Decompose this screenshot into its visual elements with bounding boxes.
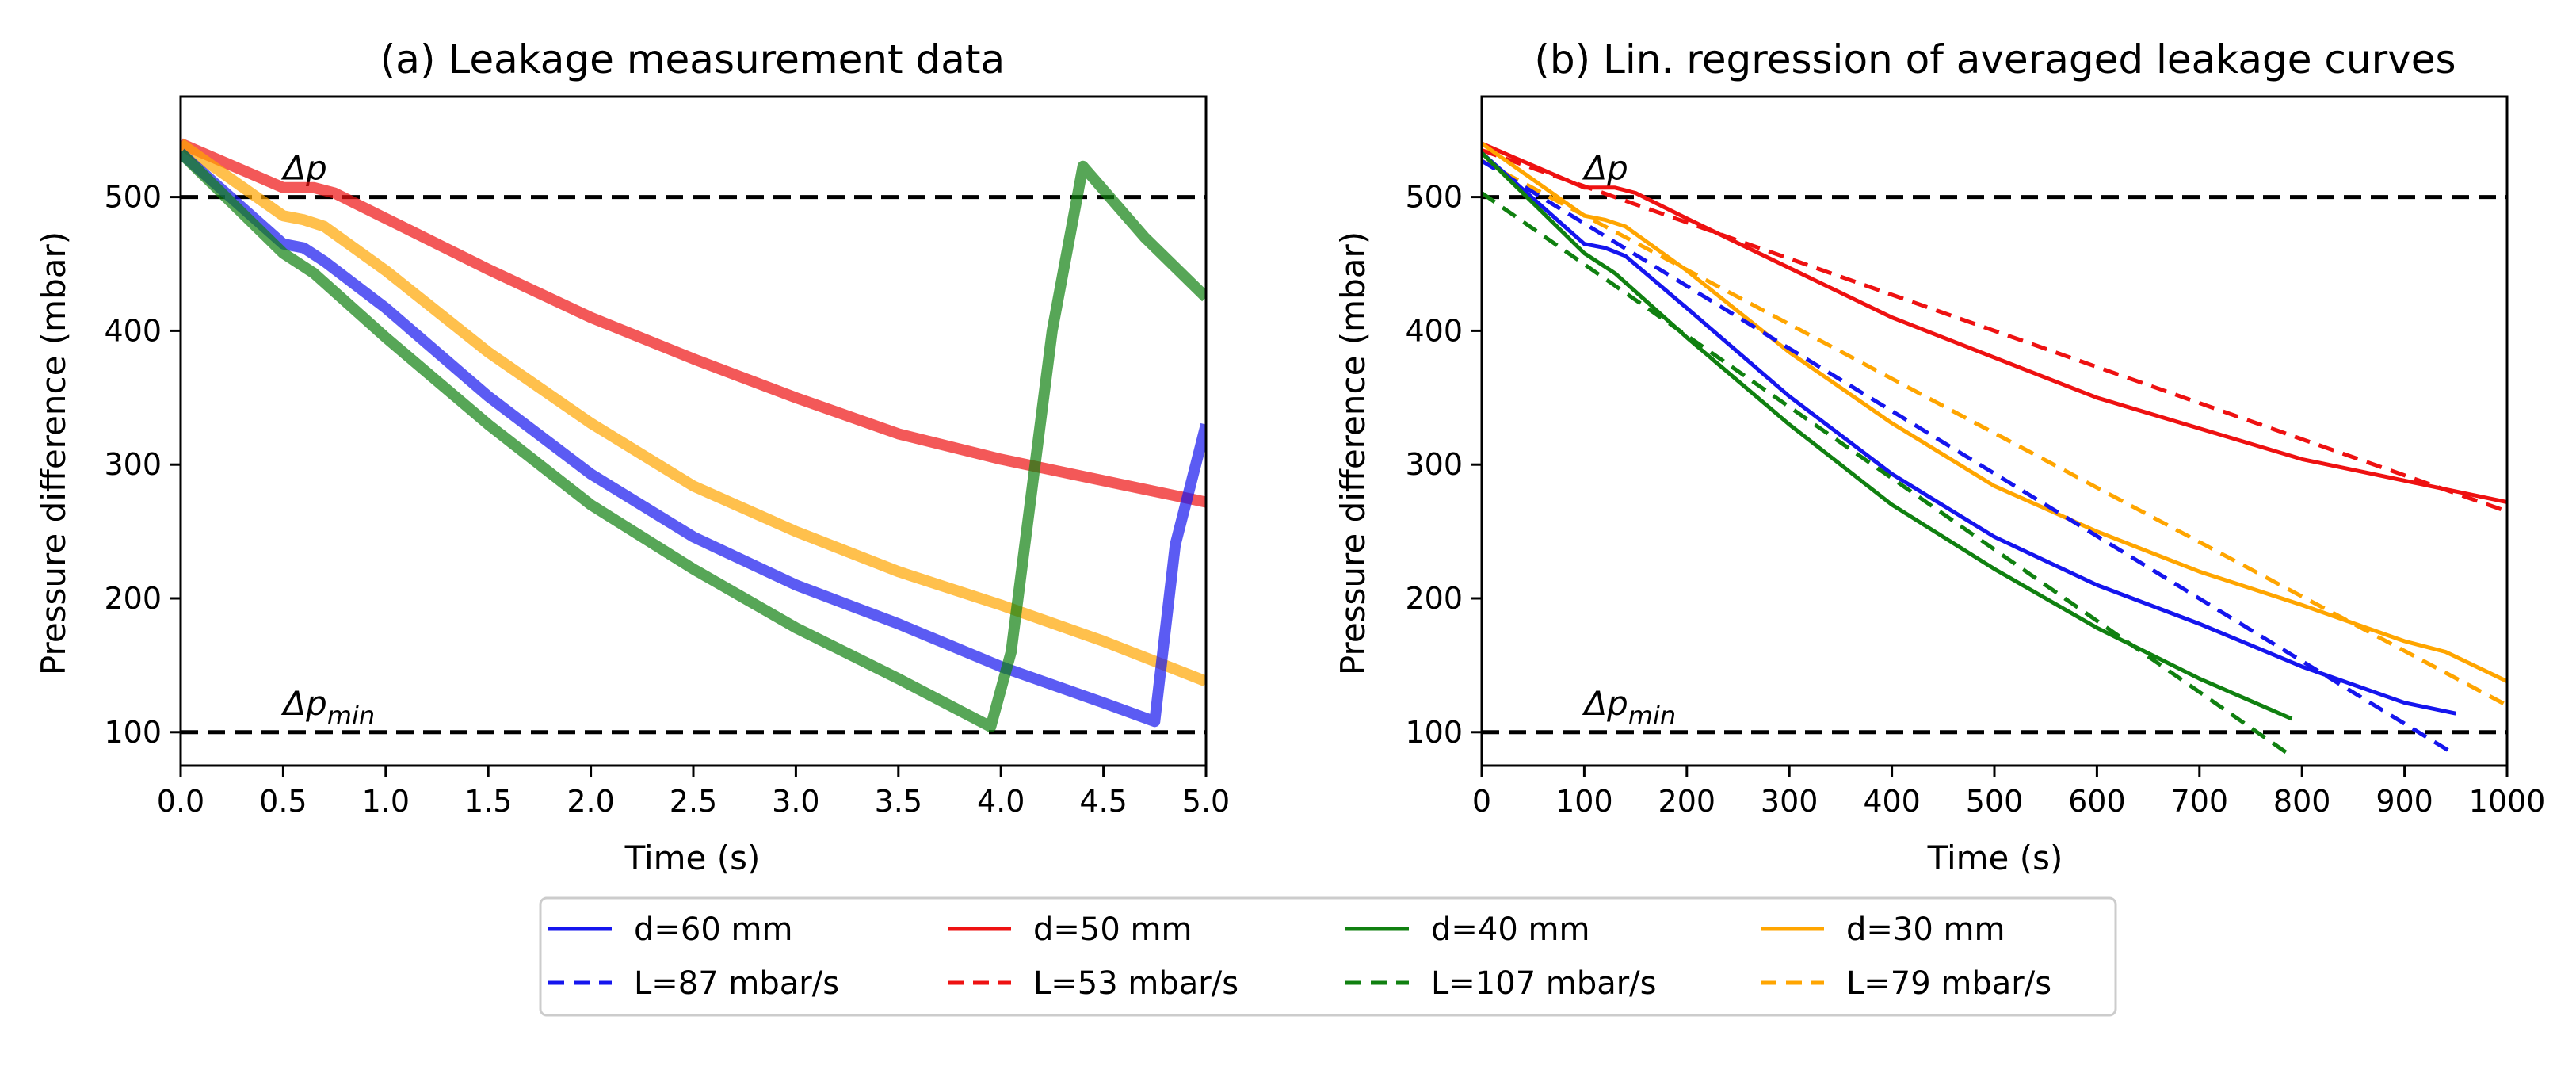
panel-a-x-tick-label: 1.0 bbox=[362, 784, 410, 819]
panel-b-y-tick-label: 300 bbox=[1405, 447, 1463, 482]
panel-b-series-d-60-mm bbox=[1482, 151, 2456, 716]
panel-b-x-tick-label: 400 bbox=[1863, 784, 1921, 819]
panel-b-x-tick-label: 0 bbox=[1472, 784, 1491, 819]
panel-a-x-tick-label: 1.5 bbox=[464, 784, 512, 819]
panel-a-xlabel: Time (s) bbox=[624, 839, 761, 877]
panel-a-title: (a) Leakage measurement data bbox=[380, 36, 1005, 82]
legend-label-d-60-mm: d=60 mm bbox=[634, 911, 792, 948]
reference-label-main: Δp bbox=[280, 684, 326, 723]
reference-label-main: Δp bbox=[1582, 149, 1628, 188]
panel-b-series-l-53-mbar-s bbox=[1482, 148, 2507, 514]
panel-a-y-tick-label: 500 bbox=[104, 180, 162, 215]
panel-b-reference-label-100: Δpmin bbox=[1582, 684, 1676, 731]
panel-a-series-d-60-mm bbox=[181, 148, 1206, 728]
panel-a-ylabel: Pressure difference (mbar) bbox=[34, 231, 73, 675]
panel-a-x-tick-label: 4.0 bbox=[977, 784, 1025, 819]
panel-a-y-tick-label: 300 bbox=[104, 447, 162, 482]
reference-label-sub: min bbox=[1628, 701, 1676, 731]
legend-label-d-50-mm: d=50 mm bbox=[1033, 911, 1192, 948]
panel-b-series-d-40-mm bbox=[1482, 151, 2293, 721]
legend-frame bbox=[539, 896, 2117, 1017]
panel-b-y-tick-label: 400 bbox=[1405, 313, 1463, 348]
panel-a-x-tick-label: 3.0 bbox=[772, 784, 819, 819]
panel-a-series-d-50-mm bbox=[181, 138, 1206, 508]
panel-b-x-tick-label: 300 bbox=[1761, 784, 1818, 819]
legend-label-l-79-mbar-s: L=79 mbar/s bbox=[1846, 965, 2051, 1002]
panel-a-y-tick-label: 100 bbox=[104, 715, 162, 750]
panel-b-xlabel: Time (s) bbox=[1927, 839, 2063, 877]
panel-a-x-tick-label: 5.0 bbox=[1182, 784, 1230, 819]
panel-b-y-tick-label: 100 bbox=[1405, 715, 1463, 750]
panel-b-ylabel: Pressure difference (mbar) bbox=[1334, 231, 1372, 675]
panel-a-y-tick-label: 200 bbox=[104, 581, 162, 616]
panel-b-series-group bbox=[1482, 141, 2507, 758]
panel-b-x-tick-label: 700 bbox=[2171, 784, 2229, 819]
panel-b-x-tick-label: 200 bbox=[1658, 784, 1716, 819]
panel-a-x-tick-label: 2.5 bbox=[670, 784, 717, 819]
panel-b-y-tick-label: 200 bbox=[1405, 581, 1463, 616]
panel-b-title: (b) Lin. regression of averaged leakage … bbox=[1534, 36, 2456, 82]
legend-label-d-40-mm: d=40 mm bbox=[1431, 911, 1589, 948]
reference-label-sub: min bbox=[327, 701, 375, 731]
reference-label-main: Δp bbox=[280, 149, 326, 188]
panel-a-x-tick-label: 0.5 bbox=[259, 784, 307, 819]
panel-a-series-d-40-mm bbox=[181, 148, 1206, 732]
panel-b-x-tick-label: 500 bbox=[1966, 784, 2024, 819]
panel-b-series-l-107-mbar-s bbox=[1482, 191, 2293, 758]
panel-a-x-tick-label: 2.0 bbox=[567, 784, 614, 819]
panel-a-reference-label-500: Δp bbox=[280, 149, 326, 188]
panel-b-x-tick-label: 1000 bbox=[2469, 784, 2546, 819]
legend: d=60 mm d=50 mm d=40 mm d=30 mm L=87 mbar/s L… bbox=[539, 896, 2117, 1017]
panel-b-x-tick-label: 100 bbox=[1555, 784, 1613, 819]
panel-b-x-tick-label: 900 bbox=[2376, 784, 2433, 819]
panel-a-y-tick-label: 400 bbox=[104, 313, 162, 348]
legend-label-l-107-mbar-s: L=107 mbar/s bbox=[1431, 965, 1657, 1002]
panel-a-x-tick-label: 0.0 bbox=[157, 784, 204, 819]
panel-a-x-tick-label: 3.5 bbox=[875, 784, 922, 819]
panel-b: (b) Lin. regression of averaged leakage … bbox=[1334, 36, 2545, 877]
legend-label-l-53-mbar-s: L=53 mbar/s bbox=[1033, 965, 1238, 1002]
panel-a-series-group bbox=[181, 138, 1206, 732]
panel-b-reference-label-500: Δp bbox=[1582, 149, 1628, 188]
panel-a-reference-label-100: Δpmin bbox=[280, 684, 375, 731]
panel-b-series-l-87-mbar-s bbox=[1482, 159, 2457, 757]
legend-label-l-87-mbar-s: L=87 mbar/s bbox=[634, 965, 839, 1002]
panel-b-series-l-79-mbar-s bbox=[1482, 159, 2507, 708]
panel-a: (a) Leakage measurement data Time (s) Pr… bbox=[34, 36, 1230, 877]
reference-label-main: Δp bbox=[1582, 684, 1628, 723]
panel-b-series-d-30-mm bbox=[1482, 142, 2507, 683]
panel-b-x-tick-label: 800 bbox=[2273, 784, 2331, 819]
legend-label-d-30-mm: d=30 mm bbox=[1846, 911, 2005, 948]
panel-b-x-tick-label: 600 bbox=[2068, 784, 2126, 819]
panel-b-series-d-50-mm bbox=[1482, 141, 2507, 504]
panel-a-x-tick-label: 4.5 bbox=[1079, 784, 1127, 819]
panel-a-series-d-30-mm bbox=[181, 139, 1206, 687]
panel-b-y-tick-label: 500 bbox=[1405, 180, 1463, 215]
